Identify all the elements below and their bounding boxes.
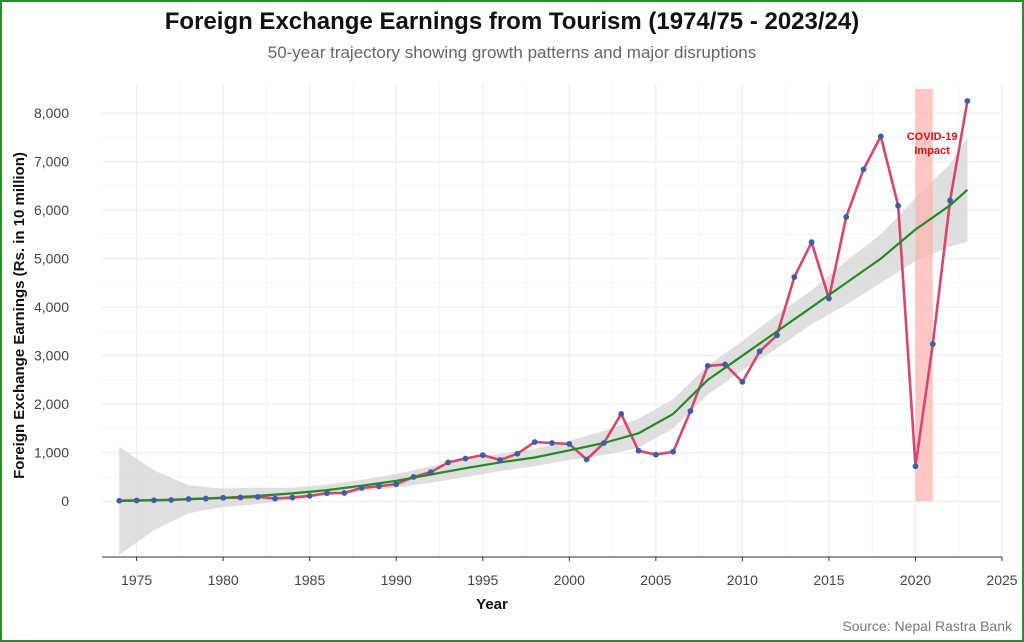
data-point [549, 440, 555, 446]
y-tick-label: 7,000 [34, 154, 69, 170]
y-axis-title: Foreign Exchange Earnings (Rs. in 10 mil… [11, 152, 28, 479]
x-axis-title: Year [476, 596, 508, 613]
data-point [635, 447, 642, 454]
y-tick-label: 4,000 [34, 299, 69, 315]
data-point [133, 497, 140, 504]
data-point [151, 497, 157, 504]
x-tick-label: 2010 [727, 572, 758, 588]
covid-annotation-line2: Impact [914, 145, 950, 157]
data-point [912, 463, 919, 470]
data-point [964, 98, 971, 104]
data-point [289, 494, 296, 501]
data-point [272, 495, 278, 502]
data-point [843, 214, 850, 220]
data-point [479, 452, 486, 459]
data-point [427, 469, 434, 476]
data-point [895, 202, 902, 209]
y-tick-label: 5,000 [34, 251, 69, 267]
data-point [826, 295, 832, 302]
x-tick-label: 1990 [381, 572, 412, 588]
data-point [774, 332, 780, 339]
x-tick-label: 1980 [208, 572, 239, 588]
data-point [393, 481, 400, 488]
data-point [445, 459, 452, 466]
data-point [185, 496, 192, 502]
x-tick-label: 2025 [986, 572, 1017, 588]
confidence-ribbon [119, 137, 968, 555]
data-point [687, 408, 694, 414]
data-point [566, 441, 573, 447]
covid-highlight-band [915, 88, 933, 502]
data-point [220, 494, 227, 501]
data-point [254, 493, 261, 500]
data-point [929, 341, 936, 347]
data-point [652, 451, 659, 458]
chart-subtitle: 50-year trajectory showing growth patter… [267, 43, 757, 62]
data-point [358, 484, 365, 491]
y-tick-label: 3,000 [34, 348, 69, 364]
data-point [670, 448, 677, 455]
data-point [704, 362, 711, 369]
data-point [791, 274, 798, 280]
data-point [410, 474, 417, 480]
data-point [376, 483, 382, 490]
data-point [202, 495, 209, 502]
y-tick-label: 6,000 [34, 202, 69, 218]
data-point [583, 456, 590, 463]
data-point [324, 490, 330, 497]
x-tick-label: 2015 [813, 572, 844, 588]
y-tick-label: 8,000 [34, 105, 69, 121]
data-point [168, 497, 175, 503]
data-point [808, 239, 815, 246]
data-point [514, 450, 521, 457]
data-point [531, 439, 538, 445]
data-point [497, 457, 503, 463]
x-tick-label: 2005 [640, 572, 671, 588]
x-tick-label: 1995 [467, 572, 498, 588]
trend-line [119, 188, 969, 503]
data-point [601, 440, 607, 446]
source-note: Source: Nepal Rastra Bank [842, 618, 1012, 634]
x-tick-label: 1975 [121, 572, 152, 588]
data-point [722, 361, 728, 368]
data-point [341, 490, 348, 496]
data-point [756, 348, 763, 355]
y-tick-label: 0 [61, 493, 69, 509]
covid-annotation-line1: COVID-19 [907, 131, 958, 143]
chart-title: Foreign Exchange Earnings from Tourism (… [164, 8, 860, 35]
x-tick-label: 1985 [294, 572, 325, 588]
data-point [618, 410, 625, 417]
y-tick-label: 2,000 [34, 396, 69, 412]
data-point [462, 455, 469, 462]
data-point [877, 133, 884, 140]
data-point [237, 494, 244, 501]
data-point [947, 197, 953, 204]
data-point [739, 378, 746, 385]
data-point [306, 492, 313, 499]
x-tick-label: 2020 [900, 572, 931, 588]
y-tick-label: 1,000 [34, 445, 69, 461]
earnings-line [119, 100, 969, 502]
data-point [116, 497, 123, 504]
data-point [860, 166, 867, 173]
x-tick-label: 2000 [554, 572, 585, 588]
